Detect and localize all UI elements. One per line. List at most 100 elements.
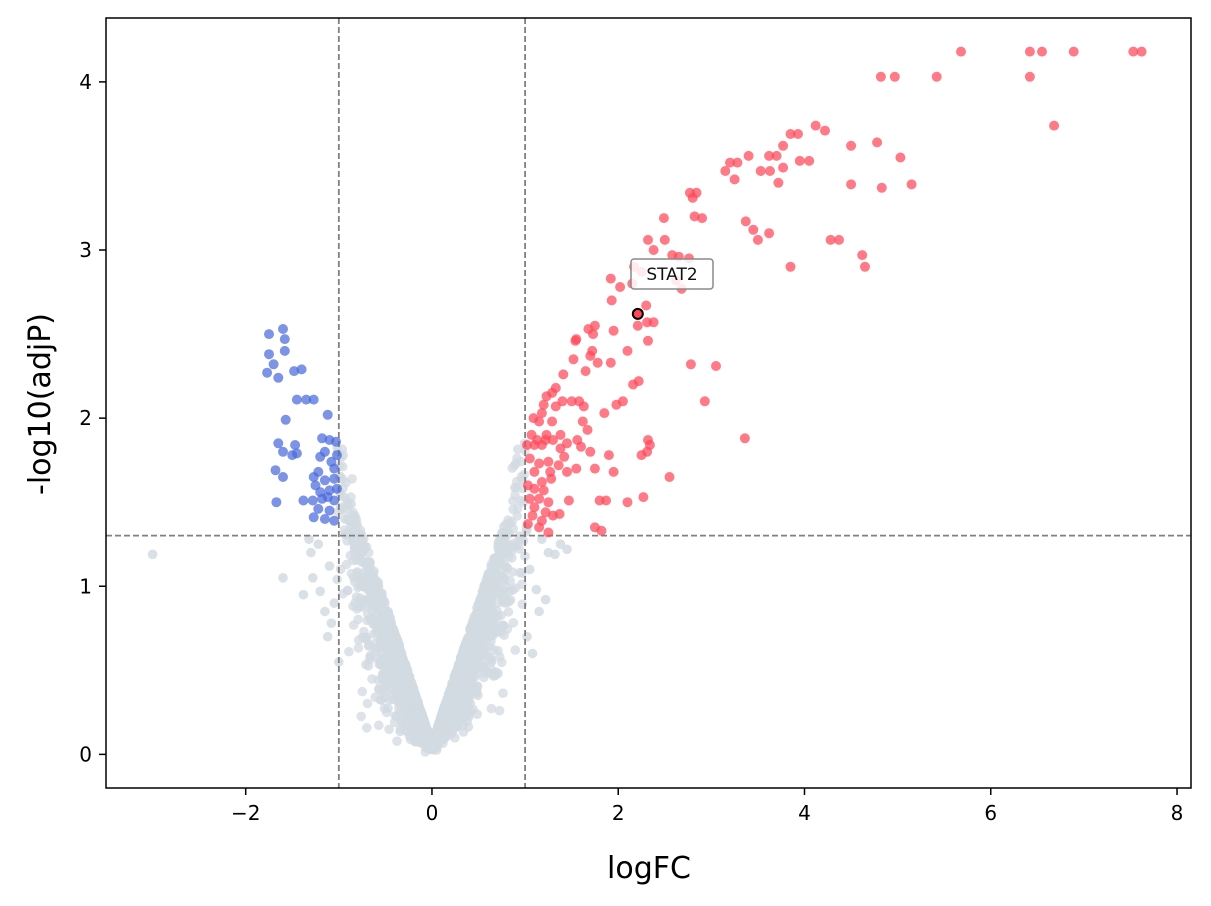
up-regulated-point [568,354,579,365]
ns-point [444,730,455,740]
up-regulated-point [764,228,775,239]
ns-point [394,703,404,714]
ns-point [457,656,468,666]
up-regulated-point [785,261,796,272]
up-regulated-point [1136,46,1147,57]
ns-point [521,526,531,537]
up-regulated-point [529,502,540,513]
ns-point [361,634,372,644]
ns-point [342,585,353,596]
up-regulated-point [739,433,750,444]
up-regulated-point [643,234,653,245]
down-regulated-point [307,495,318,506]
ns-point [486,655,497,665]
ns-point [380,640,391,651]
ns-point [525,564,535,575]
ns-point [505,576,515,586]
up-regulated-point [687,192,698,203]
up-regulated-point [648,245,659,255]
ns-point [431,727,442,737]
highlighted-gene-point [631,307,644,320]
up-regulated-point [1037,46,1047,57]
up-regulated-point [1024,46,1035,57]
up-regulated-point [825,234,836,245]
up-regulated-point [860,261,870,272]
ns-point [380,692,390,702]
ns-point [467,653,478,663]
up-regulated-point [538,399,549,410]
ns-point [332,574,343,585]
up-regulated-point [785,129,796,139]
ns-point [509,460,520,471]
down-regulated-point [296,364,307,375]
ns-point [496,536,506,547]
ns-point [354,537,365,548]
up-regulated-point [611,399,622,410]
ns-point [504,596,514,607]
ns-point [335,564,346,575]
up-regulated-point [765,166,775,176]
up-regulated-point [699,396,710,407]
ns-point [298,589,309,600]
up-regulated-point [582,424,593,435]
ns-point [486,703,497,714]
down-regulated-point [264,329,274,340]
ns-point [348,620,359,630]
ns-point [374,720,384,731]
ns-point [373,623,384,634]
up-regulated-point [536,440,547,450]
up-regulated-point [553,460,564,471]
up-regulated-point [632,320,643,331]
up-regulated-point [1024,71,1035,82]
up-regulated-point [720,166,731,176]
ns-point [396,716,407,726]
ns-point [444,719,454,729]
ns-point [513,444,523,455]
ns-point [379,600,390,611]
ns-point [306,547,316,558]
up-regulated-point [794,155,805,166]
down-regulated-point [271,497,282,508]
up-regulated-point [875,71,886,82]
down-regulated-point [289,366,300,377]
down-regulated-point [279,345,290,356]
ns-point [491,667,502,677]
ns-point [344,646,354,657]
up-regulated-point [536,408,547,419]
up-regulated-point [596,525,607,536]
up-regulated-point [534,458,545,469]
up-regulated-point [771,150,782,161]
ns-point [370,612,380,622]
ns-point [362,723,372,733]
up-regulated-point [566,396,577,407]
ns-point [512,511,522,521]
down-regulated-point [264,349,274,360]
annotation-label: STAT2 [646,265,697,285]
up-regulated-point [562,466,572,477]
ns-point [500,560,510,571]
ns-point [511,482,522,493]
ns-point [540,594,551,605]
ns-point [403,697,413,707]
x-tick-label: 4 [798,801,811,825]
x-tick-label: 8 [1171,801,1184,825]
up-regulated-point [534,493,545,504]
up-regulated-point [534,416,545,427]
up-regulated-point [642,446,653,457]
ns-point [522,631,532,642]
up-regulated-point [648,317,659,328]
ns-point [514,531,524,541]
up-regulated-point [559,451,570,462]
ns-point [355,545,366,555]
ns-point [555,539,566,549]
up-regulated-point [563,495,574,506]
up-regulated-point [685,359,696,370]
up-regulated-point [876,182,887,193]
up-regulated-point [804,155,815,166]
ns-point [356,557,367,567]
up-regulated-point [536,477,547,487]
ns-point [458,727,469,737]
up-regulated-point [615,282,626,292]
ns-point [527,648,538,659]
ns-point [365,654,375,665]
